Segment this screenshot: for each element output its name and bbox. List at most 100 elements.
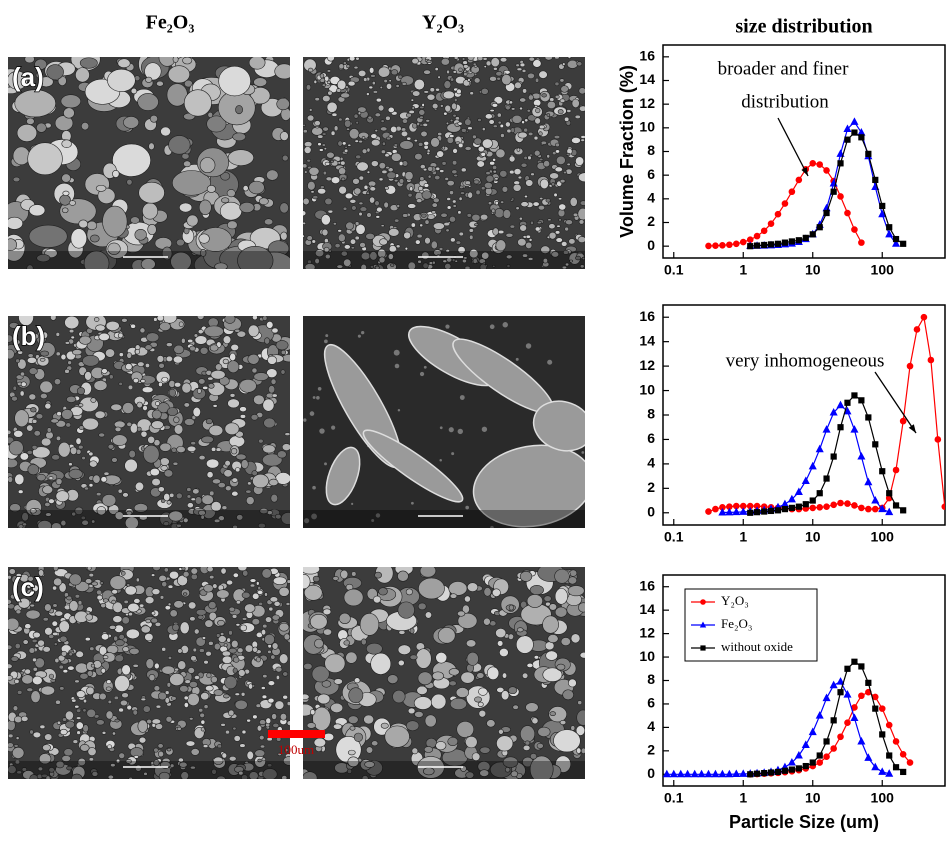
particle <box>390 126 396 132</box>
particle <box>79 336 91 344</box>
particle <box>490 109 495 111</box>
particle <box>255 750 265 757</box>
particle <box>310 411 315 416</box>
particle <box>500 133 504 137</box>
particle <box>200 347 208 354</box>
point <box>803 763 808 768</box>
particle <box>450 119 453 122</box>
legend-label: Fe₂O₃ <box>721 616 752 631</box>
particle <box>225 460 231 466</box>
x-tick-label: 1 <box>739 529 747 545</box>
point <box>782 240 787 245</box>
particle <box>459 68 463 72</box>
particle <box>249 56 265 69</box>
particle <box>101 477 107 483</box>
particle <box>510 225 515 228</box>
particle <box>159 322 170 330</box>
particle <box>21 382 26 387</box>
particle <box>490 161 495 165</box>
particle <box>33 732 41 738</box>
particle <box>274 601 280 606</box>
particle <box>81 122 88 130</box>
particle <box>385 154 390 157</box>
particle <box>554 135 560 138</box>
particle <box>516 64 520 67</box>
particle <box>311 191 314 193</box>
particle <box>193 407 201 417</box>
point <box>859 135 864 140</box>
particle <box>279 623 289 631</box>
particle <box>158 751 163 757</box>
particle <box>282 155 288 161</box>
particle <box>94 317 99 321</box>
particle <box>379 588 388 595</box>
particle <box>578 603 588 613</box>
point <box>901 241 906 246</box>
particle <box>430 88 435 92</box>
particle <box>162 647 166 651</box>
point <box>754 243 759 248</box>
particle <box>187 446 196 452</box>
point <box>901 508 906 513</box>
series-line <box>709 317 945 511</box>
particle <box>233 573 238 578</box>
particle <box>145 77 152 83</box>
particle <box>432 103 438 109</box>
particle <box>366 747 373 754</box>
particle <box>381 225 384 227</box>
particle <box>204 660 209 664</box>
particle <box>120 700 127 706</box>
point <box>901 769 906 774</box>
x-tick-label: 100 <box>871 790 895 806</box>
particle <box>529 154 533 156</box>
info-strip <box>8 510 290 528</box>
particle <box>370 74 375 77</box>
particle <box>44 604 51 612</box>
particle <box>537 221 541 224</box>
particle <box>123 116 138 128</box>
x-tick-label: 1 <box>739 262 747 278</box>
particle <box>470 92 474 95</box>
particle <box>107 745 112 749</box>
particle <box>205 620 213 628</box>
particle <box>166 343 172 347</box>
particle <box>258 586 261 589</box>
particle <box>578 701 582 705</box>
particle <box>514 168 521 174</box>
particle <box>371 653 391 674</box>
particle <box>358 112 361 115</box>
particle <box>145 633 154 641</box>
point <box>859 240 865 246</box>
particle <box>13 706 18 711</box>
particle <box>133 710 138 715</box>
particle <box>461 672 475 683</box>
particle <box>348 81 355 86</box>
particle <box>15 643 20 649</box>
particle <box>520 225 527 232</box>
particle <box>401 131 408 136</box>
particle <box>432 211 436 214</box>
particle <box>511 128 515 133</box>
y-tick-label: 6 <box>647 430 655 446</box>
particle <box>483 57 487 60</box>
plot <box>706 314 948 515</box>
particle <box>581 451 584 454</box>
particle <box>7 575 11 579</box>
particle <box>543 161 549 167</box>
particle <box>303 129 307 132</box>
particle <box>394 179 398 182</box>
particle <box>497 113 501 117</box>
particle <box>105 349 114 358</box>
particle <box>503 210 511 219</box>
particle <box>369 86 373 89</box>
particle <box>76 717 81 720</box>
particle <box>28 354 33 358</box>
particle <box>560 720 566 724</box>
particle <box>386 137 390 140</box>
point <box>914 327 920 333</box>
particle <box>115 640 124 646</box>
particle <box>459 232 464 236</box>
particle <box>13 147 30 165</box>
particle <box>509 101 513 104</box>
point <box>859 693 865 699</box>
